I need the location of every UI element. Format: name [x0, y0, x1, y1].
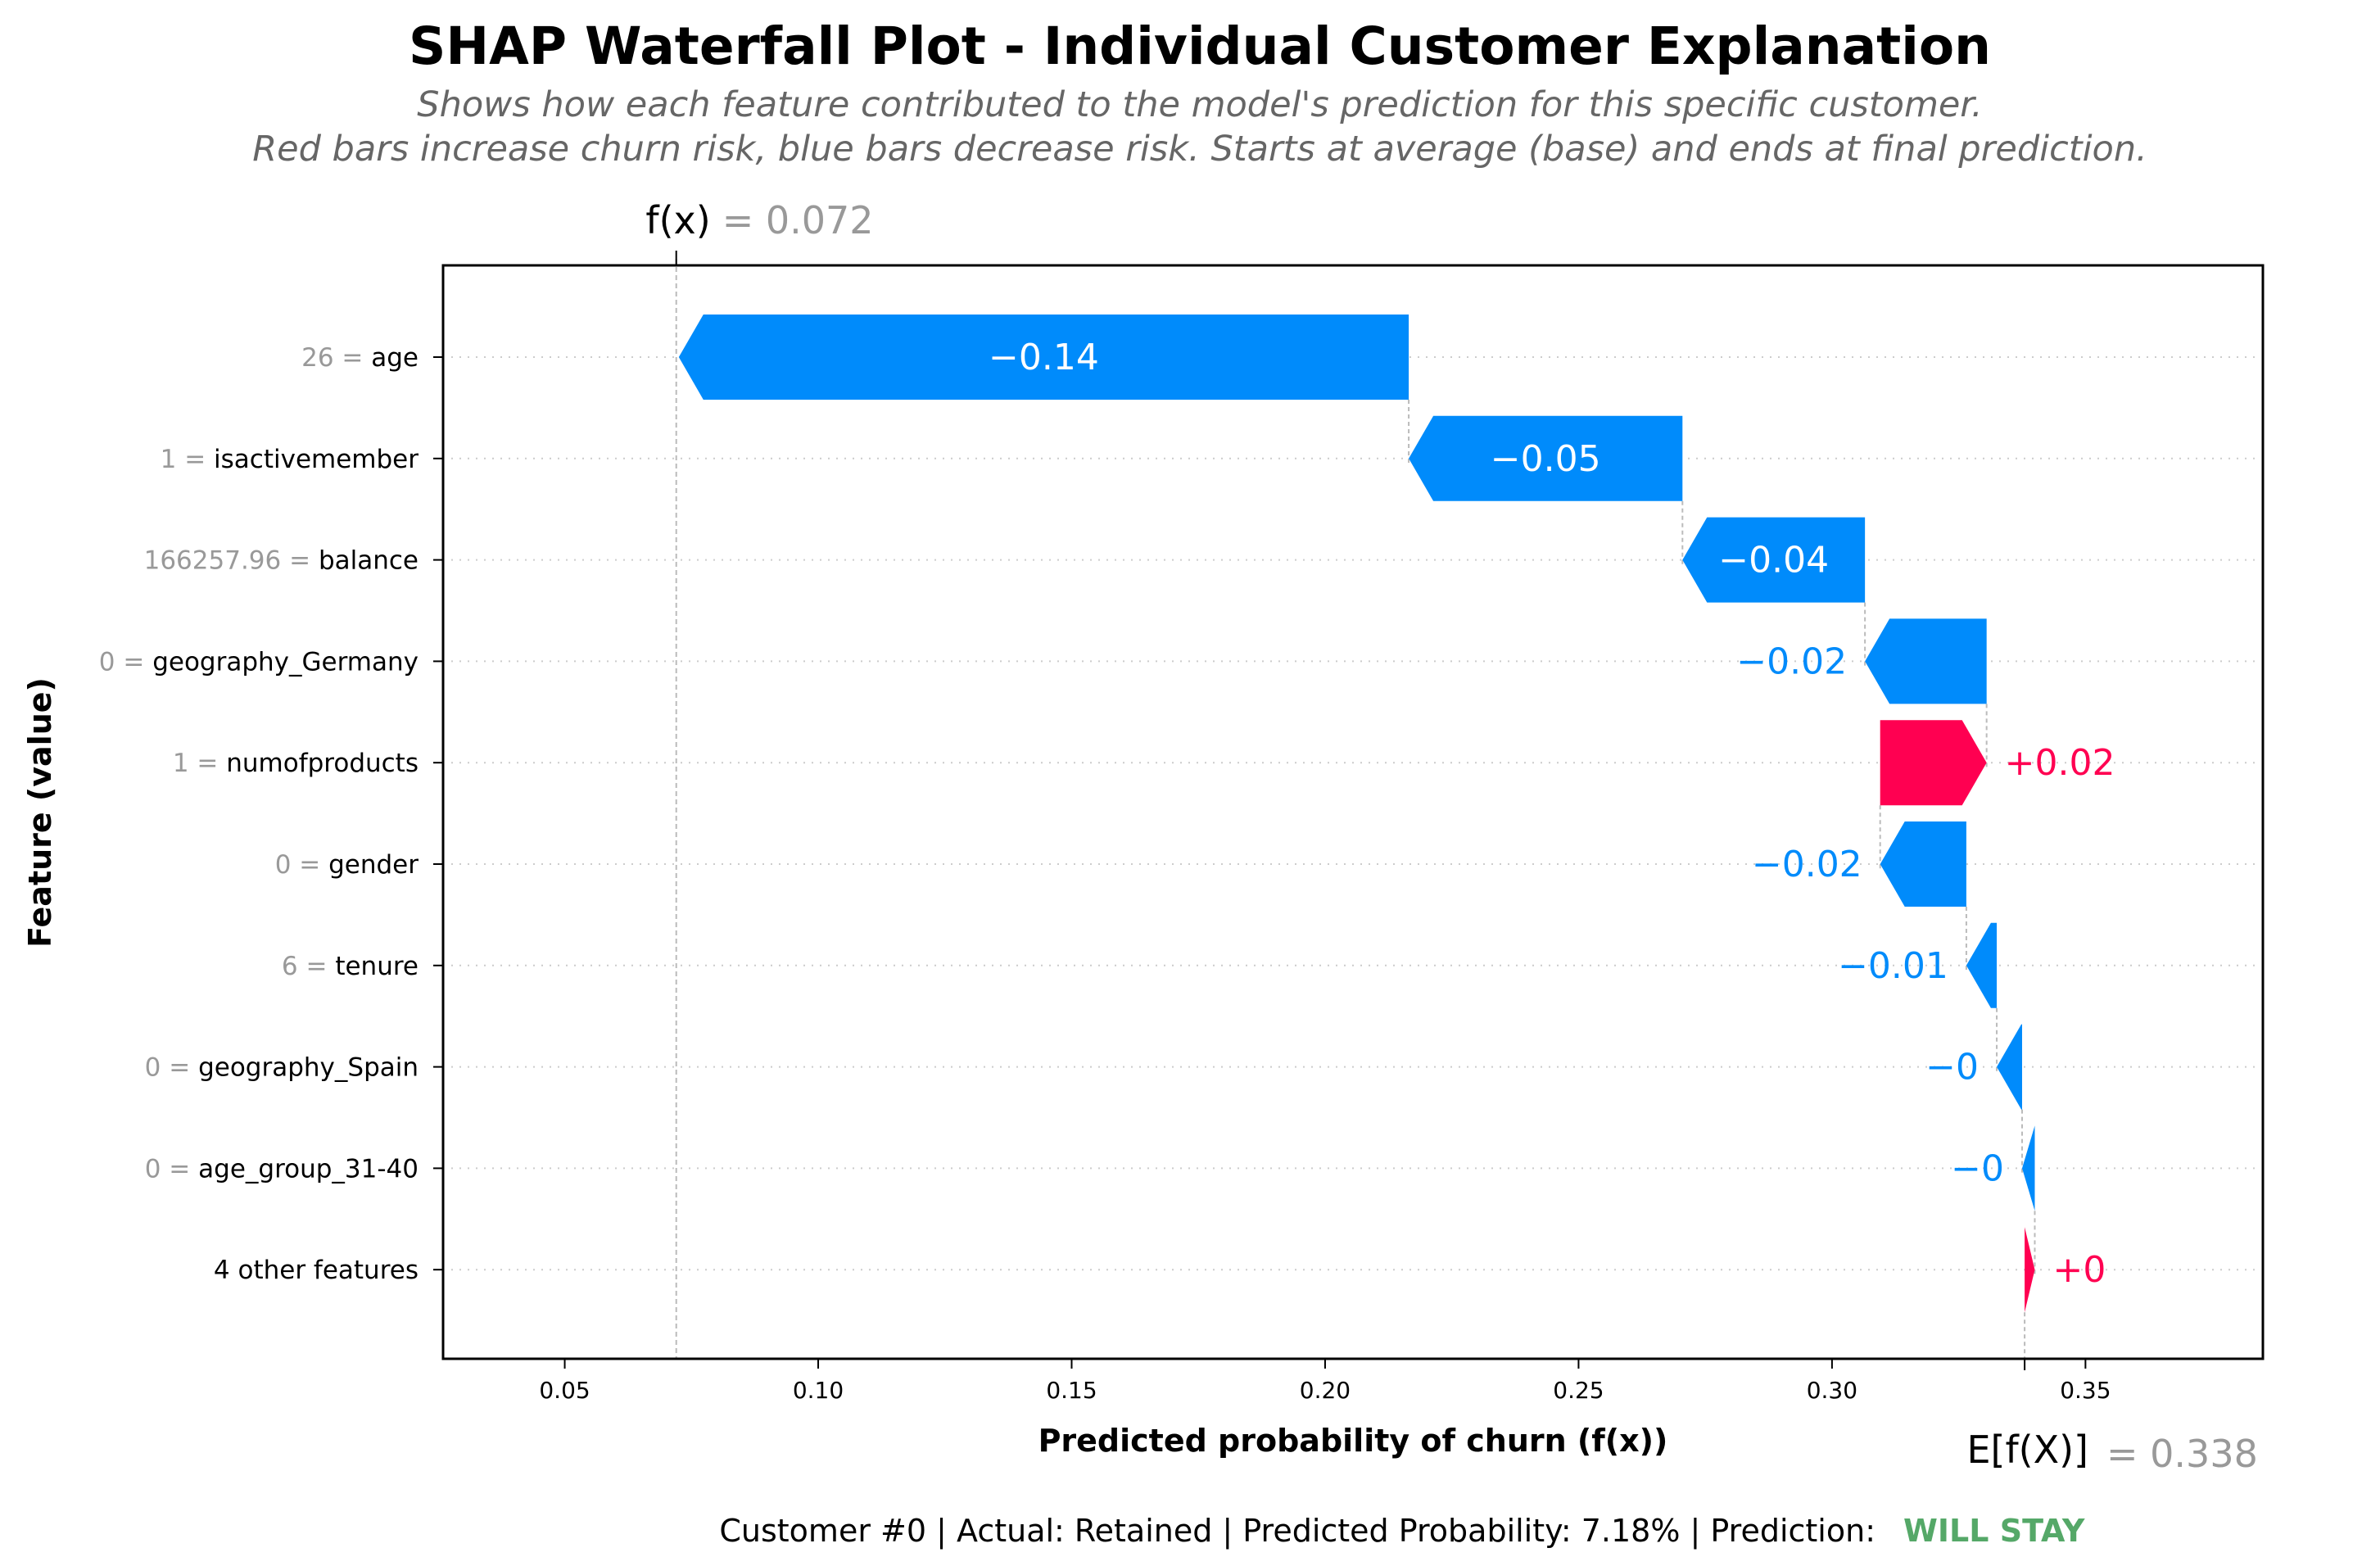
bar-value-label: −0.02 [1752, 844, 1862, 885]
x-tick-label: 0.20 [1300, 1377, 1351, 1404]
labels-layer: −0.14 −0.05 −0.04 −0.02 +0.02 −0.02 −0.01 −0 −0 +… [989, 337, 2115, 1291]
bar-value-label: −0.02 [1736, 640, 1847, 682]
waterfall-bar [1682, 517, 1866, 603]
base-value-label: E[f(X)] [1966, 1428, 2088, 1472]
x-tick-label: 0.35 [2060, 1377, 2111, 1404]
grid-layer [451, 356, 2255, 1271]
feature-value-text: 26 = [301, 343, 371, 373]
footer-customer-summary: Customer #0 | Actual: Retained | Predict… [719, 1513, 1875, 1550]
footer-prediction-badge: WILL STAY [1903, 1513, 2085, 1549]
x-tick-label: 0.25 [1553, 1377, 1604, 1404]
y-axis-feature-labels: 26 = age 1 = isactivemember 166257.96 = ba… [99, 343, 443, 1285]
feature-label: 4 other features [214, 1256, 419, 1285]
waterfall-bar [1997, 1024, 2023, 1110]
feature-value-text: 0 = [145, 1154, 198, 1184]
y-axis-label: Feature (value) [22, 677, 58, 948]
bar-value-label: −0.01 [1838, 945, 1948, 987]
x-axis-ticks: 0.05 0.10 0.15 0.20 0.25 0.30 0.35 [539, 1359, 2111, 1404]
feature-label: 26 = age [301, 343, 419, 373]
bar-value-label: +0.02 [2005, 742, 2115, 784]
plot-frame [441, 264, 2265, 1360]
feature-name-text: isactivemember [214, 445, 419, 474]
feature-value-text: 1 = [161, 445, 214, 474]
fx-annotation: f(x) = 0.072 [645, 198, 873, 242]
chart-subtitle-line-1: Shows how each feature contributed to th… [417, 84, 1982, 125]
waterfall-bar [678, 315, 1409, 400]
feature-name-text: tenure [335, 952, 419, 981]
feature-value-text: 6 = [282, 952, 335, 981]
bars-layer [678, 315, 2035, 1313]
feature-label: 0 = geography_Germany [99, 647, 419, 677]
x-tick-label: 0.30 [1807, 1377, 1857, 1404]
feature-label: 1 = numofproducts [173, 749, 419, 778]
feature-value-text: 0 = [145, 1053, 198, 1083]
base-value-number: = 0.338 [2106, 1432, 2258, 1476]
bar-value-label: −0.14 [989, 337, 1099, 378]
bar-value-label: −0.05 [1491, 438, 1601, 480]
waterfall-bar [1409, 415, 1683, 501]
feature-label: 6 = tenure [282, 952, 419, 981]
chart-title: SHAP Waterfall Plot - Individual Custome… [409, 16, 1991, 76]
chart-subtitle-line-2: Red bars increase churn risk, blue bars … [252, 129, 2147, 170]
feature-name-text: numofproducts [226, 749, 419, 778]
feature-label: 166257.96 = balance [144, 546, 419, 576]
x-tick-label: 0.15 [1046, 1377, 1097, 1404]
guide-layer [675, 251, 2036, 1370]
fx-label: f(x) [645, 198, 710, 242]
bar-value-label: +0 [2052, 1249, 2106, 1291]
waterfall-bar [2025, 1227, 2035, 1313]
feature-name-text: gender [328, 850, 419, 880]
waterfall-bar [2022, 1125, 2035, 1211]
bar-value-label: −0 [1925, 1047, 1979, 1089]
feature-name-text: age [371, 343, 419, 373]
feature-value-text: 166257.96 = [144, 546, 319, 576]
base-value-annotation: E[f(X)] = 0.338 [1966, 1428, 2257, 1476]
feature-name-text: balance [319, 546, 419, 576]
waterfall-bar [1966, 922, 1998, 1008]
feature-name-text: geography_Spain [198, 1053, 419, 1083]
waterfall-bar [1865, 618, 1987, 704]
feature-name-text: geography_Germany [152, 647, 419, 677]
feature-value-text: 0 = [275, 850, 328, 880]
feature-name-text: age_group_31-40 [198, 1154, 419, 1184]
waterfall-bar [1880, 720, 1987, 806]
waterfall-bar [1880, 821, 1966, 907]
bar-value-label: −0.04 [1718, 540, 1829, 582]
x-tick-label: 0.05 [539, 1377, 590, 1404]
x-tick-label: 0.10 [793, 1377, 844, 1404]
feature-value-text: 1 = [173, 749, 226, 778]
feature-label: 0 = age_group_31-40 [145, 1154, 419, 1184]
fx-value-label: = 0.072 [722, 198, 874, 242]
bar-value-label: −0 [1951, 1147, 2004, 1189]
feature-label: 1 = isactivemember [161, 445, 419, 474]
x-axis-label: Predicted probability of churn (f(x)) [1038, 1423, 1668, 1459]
feature-label: 0 = geography_Spain [145, 1053, 419, 1083]
feature-name-text: 4 other features [214, 1256, 419, 1285]
feature-value-text: 0 = [99, 647, 152, 677]
feature-label: 0 = gender [275, 850, 419, 880]
